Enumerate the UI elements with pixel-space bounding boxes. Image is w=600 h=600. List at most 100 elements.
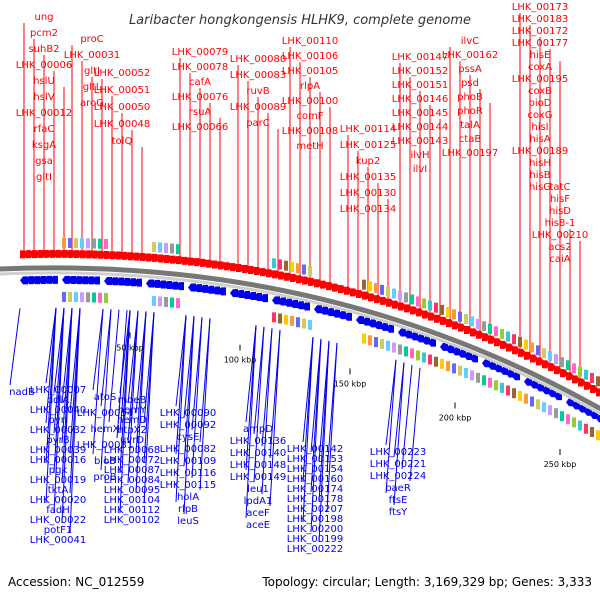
feature-band [578,420,582,431]
feature-band [428,300,432,311]
forward-gene-label: suhB2 [28,44,59,55]
feature-band [92,238,96,249]
feature-band [584,423,588,434]
feature-band [560,411,564,422]
reverse-gene-arrow [554,392,562,401]
reverse-gene-label: bioB [94,456,116,467]
reverse-gene-arrow [206,285,214,294]
feature-band [374,337,378,348]
reverse-feature-line [253,326,265,483]
feature-band [386,340,390,351]
feature-band [422,298,426,309]
feature-band [158,296,162,307]
feature-band [392,288,396,299]
reverse-gene-arrow [368,319,376,328]
feature-band [500,382,504,393]
feature-band [554,408,558,419]
feature-band [164,296,168,307]
reverse-gene-label: LHK_00221 [370,459,426,470]
feature-band [290,261,294,272]
feature-band [596,376,600,387]
reverse-gene-arrow [242,290,250,299]
forward-gene-label: LHK_00197 [442,148,498,159]
feature-band [464,313,468,324]
reverse-gene-arrow [302,302,310,311]
reverse-feature-line [175,315,187,407]
forward-gene-label: rlpA [300,81,320,92]
reverse-feature-line [119,310,131,394]
reverse-gene-arrow [26,276,34,285]
reverse-gene-arrow [164,280,172,289]
reverse-gene-label: cysE [177,432,200,443]
genome-backbone [0,265,600,412]
reverse-gene-label: LHK_00140 [230,448,286,459]
forward-gene-label: ilvH [411,150,430,161]
feature-band [416,296,420,307]
reverse-gene-arrow [146,279,154,288]
forward-gene-label: tolQ [112,136,133,147]
reverse-gene-arrow [134,278,142,287]
reverse-gene-arrow [344,312,352,321]
feature-band [362,279,366,290]
reverse-gene-arrow [530,380,538,389]
scale-tick-label: 250 kbp [544,460,577,469]
forward-gene-label: his8-1 [545,218,576,229]
feature-band [512,334,516,345]
feature-band [584,369,588,380]
reverse-gene-arrow [512,372,520,381]
feature-band [572,417,576,428]
feature-band [284,314,288,325]
feature-band [368,335,372,346]
forward-gene-label: LHK_00134 [340,204,396,215]
reverse-feature-line [45,307,57,384]
reverse-feature-line [385,359,397,446]
feature-band [404,346,408,357]
forward-gene-label: caiA [549,254,570,265]
reverse-feature-line [9,308,21,386]
reverse-gene-label: LHK_00142 [287,444,343,455]
feature-band [392,342,396,353]
reverse-gene-arrow [236,290,244,299]
forward-gene-label: metH [296,141,323,152]
forward-gene-label: kup2 [356,156,381,167]
reverse-gene-arrow [578,404,586,413]
feature-band [296,263,300,274]
reverse-gene-arrow [80,276,88,285]
reverse-gene-arrow [290,299,298,308]
reverse-feature-line [261,328,273,495]
forward-gene-label: LHK_00145 [392,108,448,119]
feature-band [518,336,522,347]
reverse-gene-arrow [536,383,544,392]
reverse-gene-arrow [452,347,460,356]
reverse-feature-line [135,311,147,494]
reverse-gene-label: LHK_00090 [160,408,216,419]
reverse-gene-arrow [176,282,184,291]
forward-gene-label: LHK_00083 [230,70,286,81]
feature-band [272,312,276,323]
feature-band [542,348,546,359]
forward-gene-label: LHK_00114 [340,124,396,135]
forward-gene-label: LHK_00162 [442,50,498,61]
feature-band [296,317,300,328]
reverse-gene-arrow [338,311,346,320]
feature-band [74,292,78,303]
reverse-gene-arrow [422,336,430,345]
forward-gene-label: LHK_00052 [94,68,150,79]
reverse-gene-label: LHK_00109 [160,456,216,467]
reverse-gene-label: LHK_00154 [287,464,343,475]
reverse-feature-line [253,326,265,435]
forward-gene-label: LHK_00210 [532,230,588,241]
feature-band [152,295,156,306]
reverse-gene-arrow [68,275,76,284]
reverse-gene-arrow [230,289,238,298]
reverse-gene-label: atoS [94,392,117,403]
forward-gene-label: LHK_00195 [512,74,568,85]
reverse-gene-label: LHK_00178 [287,494,343,505]
reverse-feature-line [53,307,65,514]
forward-gene-label: LHK_00125 [340,140,396,151]
feature-band [494,380,498,391]
scale-tick-label: 150 kbp [334,379,367,388]
feature-band [482,375,486,386]
reverse-gene-label: LHK_00102 [104,515,160,526]
